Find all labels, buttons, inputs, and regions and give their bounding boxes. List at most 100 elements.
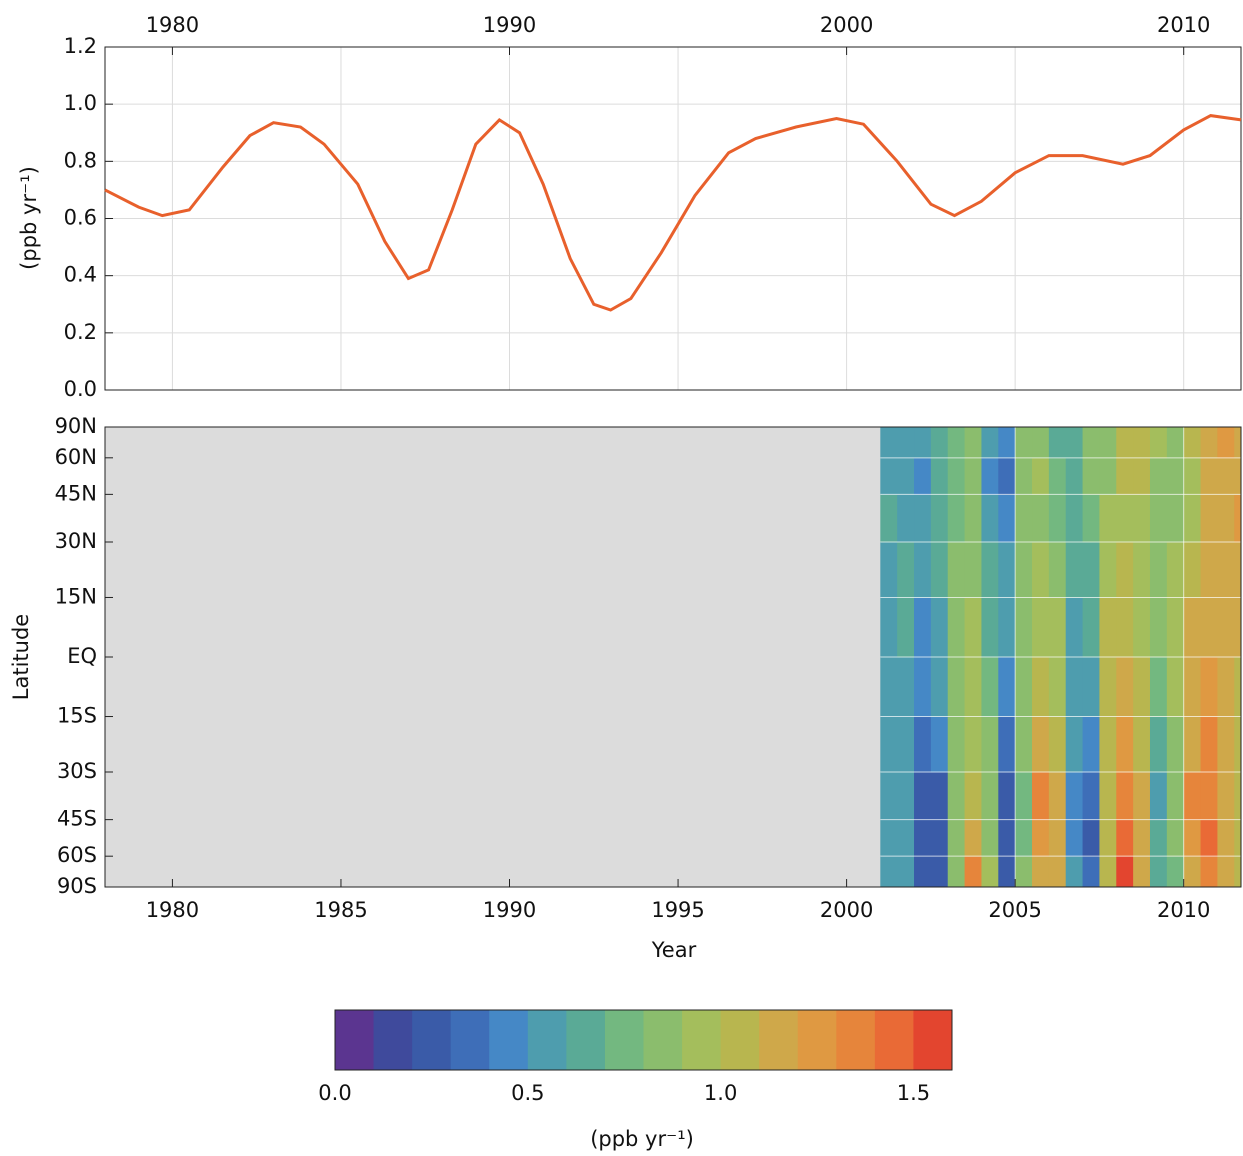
- heat-cell: [1099, 657, 1117, 718]
- heat-cell: [1183, 856, 1202, 888]
- heat-cell: [947, 494, 966, 543]
- heat-cell: [1048, 772, 1067, 821]
- heat-cell: [914, 856, 932, 888]
- heat-cell: [914, 716, 932, 773]
- y-tick-label: 0.2: [64, 320, 97, 344]
- colorbar-swatch: [797, 1010, 837, 1070]
- heat-cell: [964, 819, 982, 857]
- x-axis-title: Year: [651, 938, 697, 962]
- heat-cell: [897, 597, 915, 658]
- colorbar-swatch: [720, 1010, 760, 1070]
- heat-cell: [1166, 542, 1185, 598]
- heat-cell: [998, 819, 1016, 857]
- y-tick-label: 45N: [55, 481, 97, 505]
- heat-cell: [1183, 457, 1202, 495]
- heat-cell: [964, 542, 982, 598]
- heat-cell: [897, 772, 915, 821]
- heat-cell: [1133, 819, 1151, 857]
- heat-cell: [897, 856, 915, 888]
- y-tick-label: 60S: [57, 843, 97, 867]
- heat-cell: [1116, 457, 1134, 495]
- heat-cell: [1183, 494, 1202, 543]
- y-axis-title: (ppb yr⁻¹): [17, 166, 41, 270]
- colorbar-swatch: [913, 1010, 953, 1070]
- heat-cell: [1116, 772, 1134, 821]
- heat-cell: [1149, 819, 1168, 857]
- heat-cell: [1015, 716, 1033, 773]
- heat-cell: [1082, 657, 1100, 718]
- heat-cell: [1149, 494, 1168, 543]
- y-tick-label: 0.6: [64, 206, 97, 230]
- heat-cell: [1183, 772, 1202, 821]
- heat-cell: [1217, 542, 1235, 598]
- x-tick-label: 2005: [988, 898, 1041, 922]
- heat-cell: [1200, 597, 1218, 658]
- heat-cell: [998, 597, 1016, 658]
- heat-cell: [1015, 542, 1033, 598]
- heat-cell: [981, 427, 999, 459]
- heat-cell: [1065, 457, 1084, 495]
- heat-cell: [1116, 542, 1134, 598]
- heat-cell: [1183, 542, 1202, 598]
- colorbar-swatch: [450, 1010, 490, 1070]
- heat-cell: [981, 716, 999, 773]
- heat-cell: [964, 427, 982, 459]
- y-tick-label: 45S: [57, 807, 97, 831]
- heat-cell: [1116, 856, 1134, 888]
- heat-cell: [1032, 819, 1050, 857]
- heat-cell: [880, 772, 898, 821]
- heat-cell: [1234, 494, 1242, 543]
- heat-cell: [897, 427, 915, 459]
- heat-cell: [1234, 457, 1242, 495]
- heat-cell: [1133, 657, 1151, 718]
- heat-cell: [897, 494, 915, 543]
- heat-cell: [1200, 494, 1218, 543]
- x-tick-label: 1990: [483, 898, 536, 922]
- heat-cell: [1015, 427, 1033, 459]
- heat-cell: [1200, 819, 1218, 857]
- heat-cell: [1200, 772, 1218, 821]
- heat-cell: [1217, 657, 1235, 718]
- heat-cell: [1015, 856, 1033, 888]
- y-tick-label: 0.0: [64, 377, 97, 401]
- heat-cell: [1149, 856, 1168, 888]
- heat-cell: [1065, 542, 1084, 598]
- heat-cell: [880, 856, 898, 888]
- colorbar-frame: [334, 1009, 953, 1071]
- heat-cell: [964, 716, 982, 773]
- heat-cell: [981, 772, 999, 821]
- heat-cell: [1099, 427, 1117, 459]
- heat-cell: [947, 657, 966, 718]
- heat-cell: [1166, 819, 1185, 857]
- heat-cell: [1032, 427, 1050, 459]
- heat-cell: [1015, 457, 1033, 495]
- heat-cell: [897, 819, 915, 857]
- heat-cell: [1032, 772, 1050, 821]
- heat-cell: [914, 542, 932, 598]
- colorbar-title: (ppb yr⁻¹): [590, 1127, 694, 1151]
- heat-cell: [1116, 657, 1134, 718]
- heat-cell: [998, 856, 1016, 888]
- plot-frame: [104, 426, 1242, 888]
- heat-cell: [1234, 427, 1242, 459]
- heat-cell: [930, 856, 949, 888]
- colorbar-swatch: [682, 1010, 722, 1070]
- heat-cell: [1048, 457, 1067, 495]
- heat-cell: [1133, 772, 1151, 821]
- heat-cell: [1065, 716, 1084, 773]
- x-tick-label: 2000: [820, 898, 873, 922]
- heat-cell: [914, 657, 932, 718]
- heat-cell: [1183, 819, 1202, 857]
- heat-cell: [947, 819, 966, 857]
- heat-cell: [947, 542, 966, 598]
- heat-cell: [930, 542, 949, 598]
- colorbar-swatch: [489, 1010, 529, 1070]
- heat-cell: [1099, 856, 1117, 888]
- heat-cell: [1234, 657, 1242, 718]
- heat-cell: [1149, 427, 1168, 459]
- y-tick-label: 15S: [57, 704, 97, 728]
- heat-cell: [1116, 716, 1134, 773]
- heat-cell: [1048, 494, 1067, 543]
- y-tick-label: 0.4: [64, 263, 97, 287]
